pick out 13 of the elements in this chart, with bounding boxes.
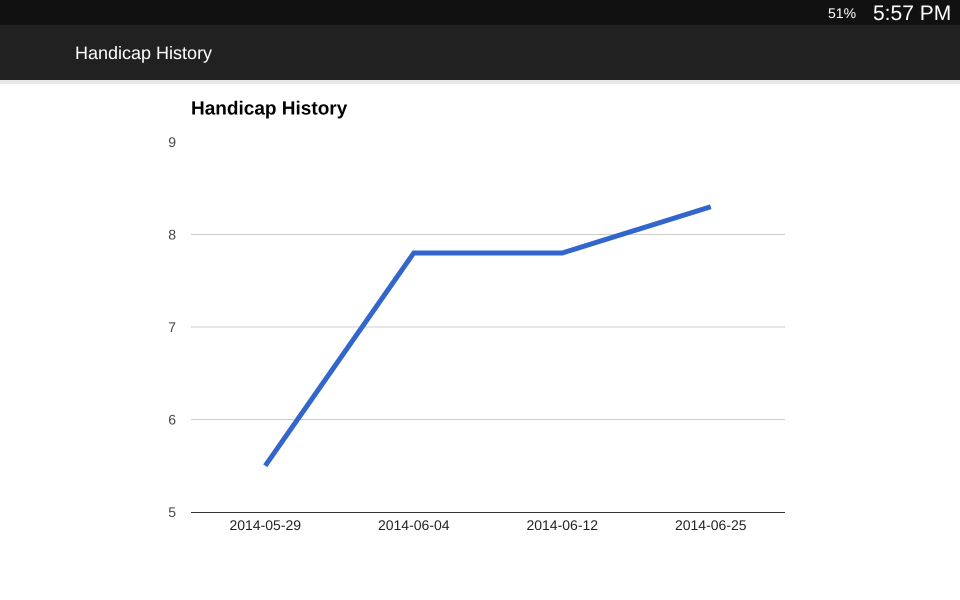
chart-title: Handicap History [191, 98, 348, 120]
text: 5:57 PM [873, 2, 952, 25]
y-tick-label: 8 [168, 226, 176, 242]
y-tick-label: 5 [168, 504, 176, 520]
y-tick-label: 6 [168, 411, 176, 428]
x-tick-label: 2014-06-12 [526, 516, 598, 533]
text: Handicap History [75, 43, 212, 63]
x-tick-label: 2014-05-29 [229, 516, 302, 533]
y-tick-label: 7 [168, 318, 176, 335]
x-tick-label: 2014-06-04 [378, 516, 450, 533]
y-tick-label: 9 [168, 134, 176, 150]
x-tick-label: 2014-06-25 [674, 516, 747, 533]
text: 51% [828, 5, 856, 21]
